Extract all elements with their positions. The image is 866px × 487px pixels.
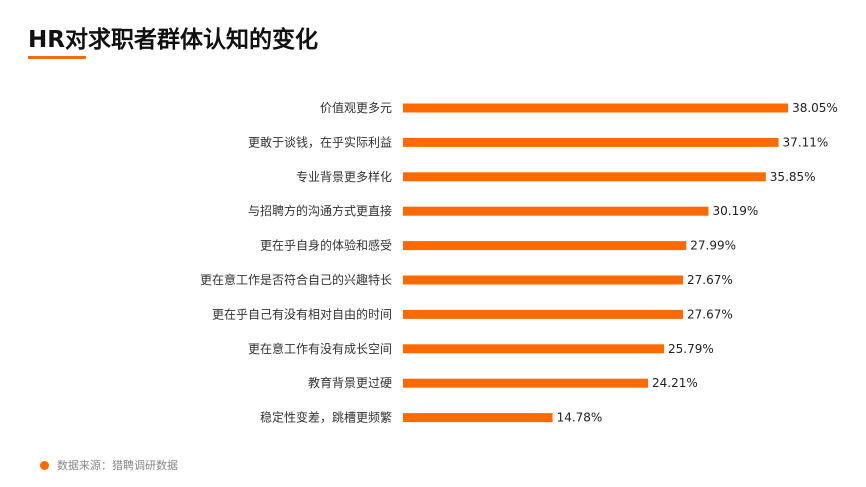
category-label: 与招聘方的沟通方式更直接 [248,203,392,218]
bar [403,344,664,354]
value-label: 27.99% [690,239,736,253]
data-source-text: 数据来源：猎聘调研数据 [57,459,178,472]
value-label: 35.85% [770,170,816,184]
value-label: 14.78% [557,411,603,425]
bar [403,309,684,319]
bar [403,172,766,182]
data-source: 数据来源：猎聘调研数据 [40,457,178,473]
category-label: 价值观更多元 [320,100,392,115]
bar [403,241,687,251]
value-label: 38.05% [792,101,838,115]
bar [403,103,789,113]
category-label: 更在意工作有没有成长空间 [248,341,392,356]
bar [403,206,709,216]
bar [403,275,684,285]
value-label: 24.21% [652,376,698,390]
value-label: 25.79% [668,342,714,356]
category-label: 更在乎自身的体验和感受 [260,238,392,253]
title-underline [28,56,86,59]
value-label: 30.19% [713,204,759,218]
category-label: 稳定性变差，跳槽更频繁 [260,410,392,425]
bar [403,413,553,423]
category-label: 专业背景更多样化 [296,169,392,184]
bar [403,378,649,388]
value-label: 37.11% [783,135,829,149]
category-label: 更敢于谈钱，在乎实际利益 [248,134,392,149]
source-bullet-icon [40,460,49,470]
category-label: 更在意工作是否符合自己的兴趣特长 [200,272,392,287]
category-label: 教育背景更过硬 [308,375,392,390]
page-title: HR对求职者群体认知的变化 [28,27,318,53]
category-label: 更在乎自己有没有相对自由的时间 [212,306,392,321]
value-label: 27.67% [687,307,733,321]
value-label: 27.67% [687,273,733,287]
bar [403,137,779,147]
